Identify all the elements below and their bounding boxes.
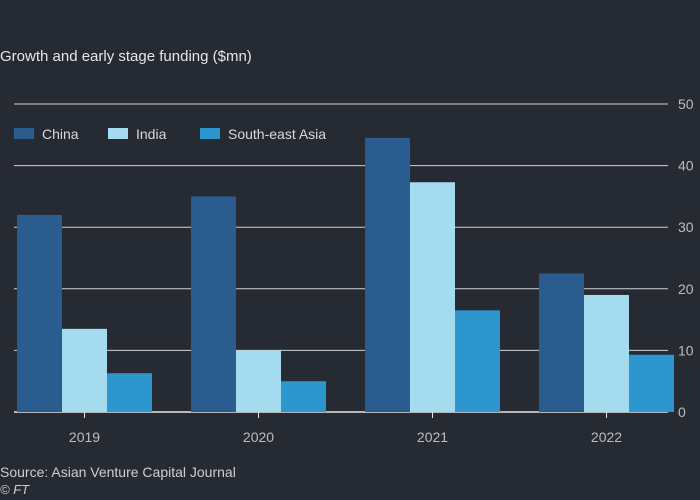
source-note: Source: Asian Venture Capital Journal (0, 464, 236, 480)
ft-credit: © FT (0, 482, 30, 497)
bar-india-2021 (410, 182, 455, 412)
legend-swatch-india (108, 128, 128, 139)
x-tick-label: 2019 (69, 429, 100, 445)
y-tick-label: 0 (678, 404, 686, 420)
legend-label-india: India (136, 126, 167, 142)
chart-subtitle: Growth and early stage funding ($mn) (0, 48, 252, 65)
bar-india-2019 (62, 328, 107, 412)
x-tick-label: 2021 (417, 429, 448, 445)
y-tick-label: 30 (678, 219, 694, 235)
bar-india-2022 (584, 294, 629, 412)
legend-swatch-china (14, 128, 34, 139)
x-tick-label: 2022 (591, 429, 622, 445)
y-tick-label: 10 (678, 342, 694, 358)
bar-south-east-asia-2019 (107, 373, 152, 412)
bar-south-east-asia-2020 (281, 381, 326, 412)
x-tick-label: 2020 (243, 429, 274, 445)
legend-label-china: China (42, 126, 79, 142)
bar-south-east-asia-2021 (455, 310, 500, 412)
y-tick-label: 50 (678, 96, 694, 112)
y-tick-label: 20 (678, 281, 694, 297)
bar-china-2019 (17, 214, 62, 412)
bar-china-2021 (365, 137, 410, 412)
legend-label-south-east-asia: South-east Asia (228, 126, 326, 142)
bar-india-2020 (236, 350, 281, 412)
legend-swatch-south-east-asia (200, 128, 220, 139)
bar-south-east-asia-2022 (629, 354, 674, 412)
bar-china-2020 (191, 196, 236, 412)
y-tick-label: 40 (678, 158, 694, 174)
bar-china-2022 (539, 273, 584, 412)
